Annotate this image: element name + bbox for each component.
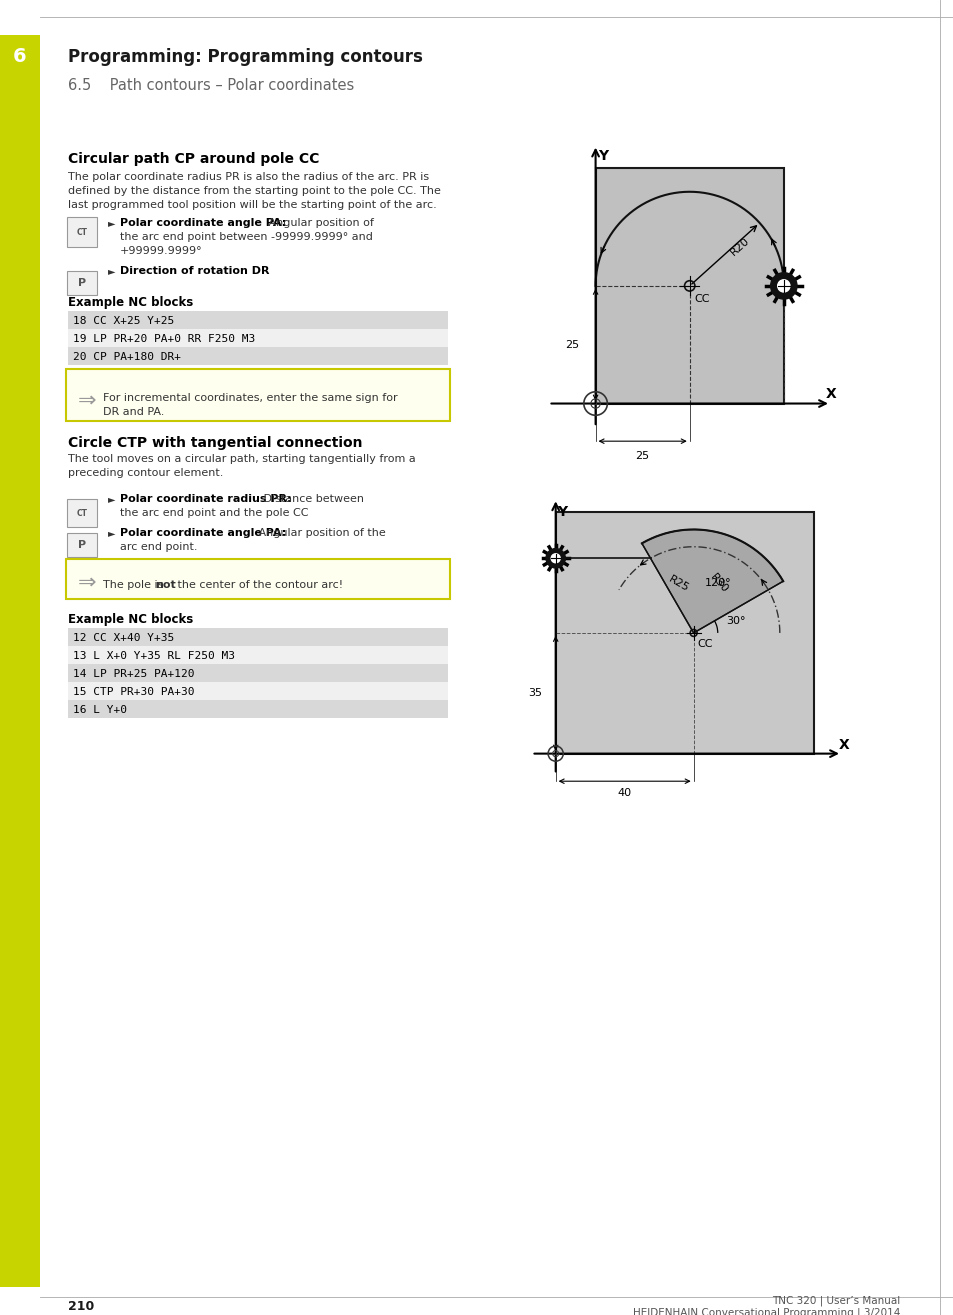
Text: CT: CT [76, 509, 88, 518]
FancyBboxPatch shape [66, 370, 450, 421]
FancyBboxPatch shape [67, 217, 97, 247]
Text: CT: CT [76, 227, 88, 237]
Text: X: X [825, 387, 836, 401]
Text: the arc end point and the pole CC: the arc end point and the pole CC [120, 508, 308, 518]
Text: The tool moves on a circular path, starting tangentially from a: The tool moves on a circular path, start… [68, 454, 416, 464]
Text: The polar coordinate radius PR is also the radius of the arc. PR is: The polar coordinate radius PR is also t… [68, 172, 429, 181]
Text: 40: 40 [617, 788, 631, 798]
Circle shape [777, 280, 789, 292]
Text: 25: 25 [564, 339, 578, 350]
Text: 16 L Y+0: 16 L Y+0 [73, 705, 127, 715]
Text: The pole is: The pole is [103, 580, 167, 590]
Bar [68, 682, 448, 700]
Circle shape [551, 554, 559, 563]
Bar [595, 168, 783, 404]
Text: 18 CC X+25 Y+25: 18 CC X+25 Y+25 [73, 316, 174, 326]
Text: Direction of rotation DR: Direction of rotation DR [120, 266, 269, 276]
Text: 12 CC X+40 Y+35: 12 CC X+40 Y+35 [73, 633, 174, 643]
Text: ►: ► [108, 529, 115, 538]
Text: Circular path CP around pole CC: Circular path CP around pole CC [68, 153, 319, 166]
FancyBboxPatch shape [67, 271, 97, 295]
Bar [68, 629, 448, 646]
Bar [68, 312, 448, 329]
Text: not: not [154, 580, 175, 590]
Text: Distance between: Distance between [260, 494, 364, 504]
Text: ⇒: ⇒ [78, 573, 96, 593]
Bar [555, 513, 814, 753]
Text: last programmed tool position will be the starting point of the arc.: last programmed tool position will be th… [68, 200, 436, 210]
Text: ►: ► [108, 266, 115, 276]
Text: HEIDENHAIN Conversational Programming | 3/2014: HEIDENHAIN Conversational Programming | … [632, 1307, 899, 1315]
Text: Polar coordinate angle PA:: Polar coordinate angle PA: [120, 529, 286, 538]
Bar [68, 646, 448, 664]
Text: X: X [838, 738, 848, 752]
Text: P: P [78, 277, 86, 288]
Text: the center of the contour arc!: the center of the contour arc! [173, 580, 343, 590]
Text: DR and PA.: DR and PA. [103, 408, 164, 417]
Text: ►: ► [108, 494, 115, 504]
Text: Angular position of the: Angular position of the [254, 529, 385, 538]
FancyBboxPatch shape [67, 533, 97, 558]
Text: 19 LP PR+20 PA+0 RR F250 M3: 19 LP PR+20 PA+0 RR F250 M3 [73, 334, 255, 345]
Text: 15 CTP PR+30 PA+30: 15 CTP PR+30 PA+30 [73, 686, 194, 697]
Text: Polar coordinate radius PR:: Polar coordinate radius PR: [120, 494, 292, 504]
Text: Example NC blocks: Example NC blocks [68, 613, 193, 626]
Wedge shape [641, 530, 782, 633]
Text: R30: R30 [707, 572, 729, 594]
Bar [68, 664, 448, 682]
Text: CC: CC [694, 295, 709, 304]
Text: preceding contour element.: preceding contour element. [68, 468, 223, 477]
Text: R25: R25 [666, 573, 690, 593]
Text: Y: Y [557, 505, 567, 519]
Text: 120°: 120° [704, 579, 731, 588]
Circle shape [545, 548, 565, 568]
Text: Y: Y [598, 150, 607, 163]
Text: 35: 35 [527, 688, 541, 698]
Text: 6.5    Path contours – Polar coordinates: 6.5 Path contours – Polar coordinates [68, 78, 354, 93]
Text: ►: ► [108, 218, 115, 227]
Text: 30°: 30° [725, 617, 745, 626]
Text: P: P [78, 540, 86, 550]
Text: arc end point.: arc end point. [120, 542, 197, 552]
Text: Example NC blocks: Example NC blocks [68, 296, 193, 309]
Circle shape [770, 272, 796, 299]
Text: Programming: Programming contours: Programming: Programming contours [68, 49, 422, 66]
Text: 20 CP PA+180 DR+: 20 CP PA+180 DR+ [73, 352, 181, 362]
Bar [68, 700, 448, 718]
Text: Polar coordinate angle PA:: Polar coordinate angle PA: [120, 218, 286, 227]
Text: ⇒: ⇒ [78, 391, 96, 412]
Text: 14 LP PR+25 PA+120: 14 LP PR+25 PA+120 [73, 669, 194, 679]
Text: +99999.9999°: +99999.9999° [120, 246, 202, 256]
FancyBboxPatch shape [66, 559, 450, 600]
Text: 6: 6 [13, 46, 27, 66]
Text: 25: 25 [635, 451, 649, 460]
Text: Circle CTP with tangential connection: Circle CTP with tangential connection [68, 437, 362, 450]
Text: For incremental coordinates, enter the same sign for: For incremental coordinates, enter the s… [103, 393, 397, 402]
Text: Angular position of: Angular position of [265, 218, 374, 227]
Text: CC: CC [697, 639, 712, 648]
Text: defined by the distance from the starting point to the pole CC. The: defined by the distance from the startin… [68, 185, 440, 196]
Text: TNC 320 | User’s Manual: TNC 320 | User’s Manual [771, 1297, 899, 1307]
Text: 13 L X+0 Y+35 RL F250 M3: 13 L X+0 Y+35 RL F250 M3 [73, 651, 234, 661]
Text: 210: 210 [68, 1301, 94, 1312]
Text: the arc end point between -99999.9999° and: the arc end point between -99999.9999° a… [120, 231, 373, 242]
Text: R20: R20 [728, 235, 751, 258]
Bar [68, 347, 448, 366]
FancyBboxPatch shape [67, 498, 97, 527]
Bar [68, 329, 448, 347]
